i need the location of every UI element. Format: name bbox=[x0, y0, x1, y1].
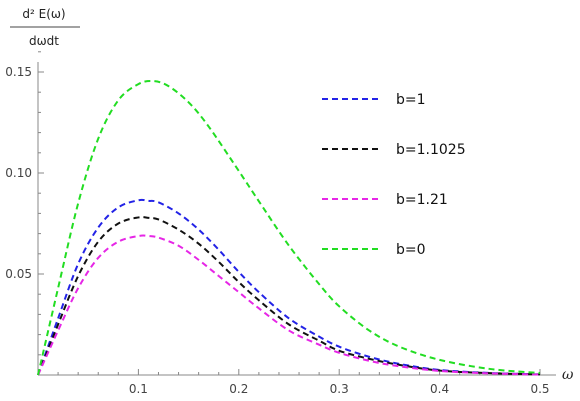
y-axis-label: d² E(ω) dωdt bbox=[10, 7, 80, 48]
legend: b=1 b=1.1025 b=1.21 b=0 bbox=[322, 92, 466, 258]
legend-label: b=1.21 bbox=[396, 192, 448, 208]
series-line-1 bbox=[37, 216, 541, 376]
y-axis-label-denominator: dωdt bbox=[29, 34, 59, 48]
series-line-2 bbox=[37, 234, 541, 376]
series-line-3 bbox=[37, 79, 541, 376]
y-tick-label: 0.10 bbox=[5, 166, 32, 180]
y-tick-label: 0.15 bbox=[5, 65, 32, 79]
series-lines bbox=[37, 79, 541, 376]
legend-label: b=1 bbox=[396, 92, 426, 108]
x-tick-label: 0.3 bbox=[330, 382, 349, 396]
x-tick-label: 0.4 bbox=[430, 382, 449, 396]
y-axis-label-numerator: d² E(ω) bbox=[22, 7, 65, 21]
x-tick-label: 0.1 bbox=[129, 382, 148, 396]
y-ticks: 0.05 0.10 0.15 bbox=[5, 51, 44, 356]
legend-label: b=0 bbox=[396, 242, 426, 258]
x-tick-label: 0.5 bbox=[530, 382, 549, 396]
y-tick-label: 0.05 bbox=[5, 267, 32, 281]
x-axis-label: ω bbox=[562, 367, 574, 383]
legend-label: b=1.1025 bbox=[396, 142, 466, 158]
x-tick-label: 0.2 bbox=[229, 382, 248, 396]
series-line-0 bbox=[37, 198, 541, 376]
